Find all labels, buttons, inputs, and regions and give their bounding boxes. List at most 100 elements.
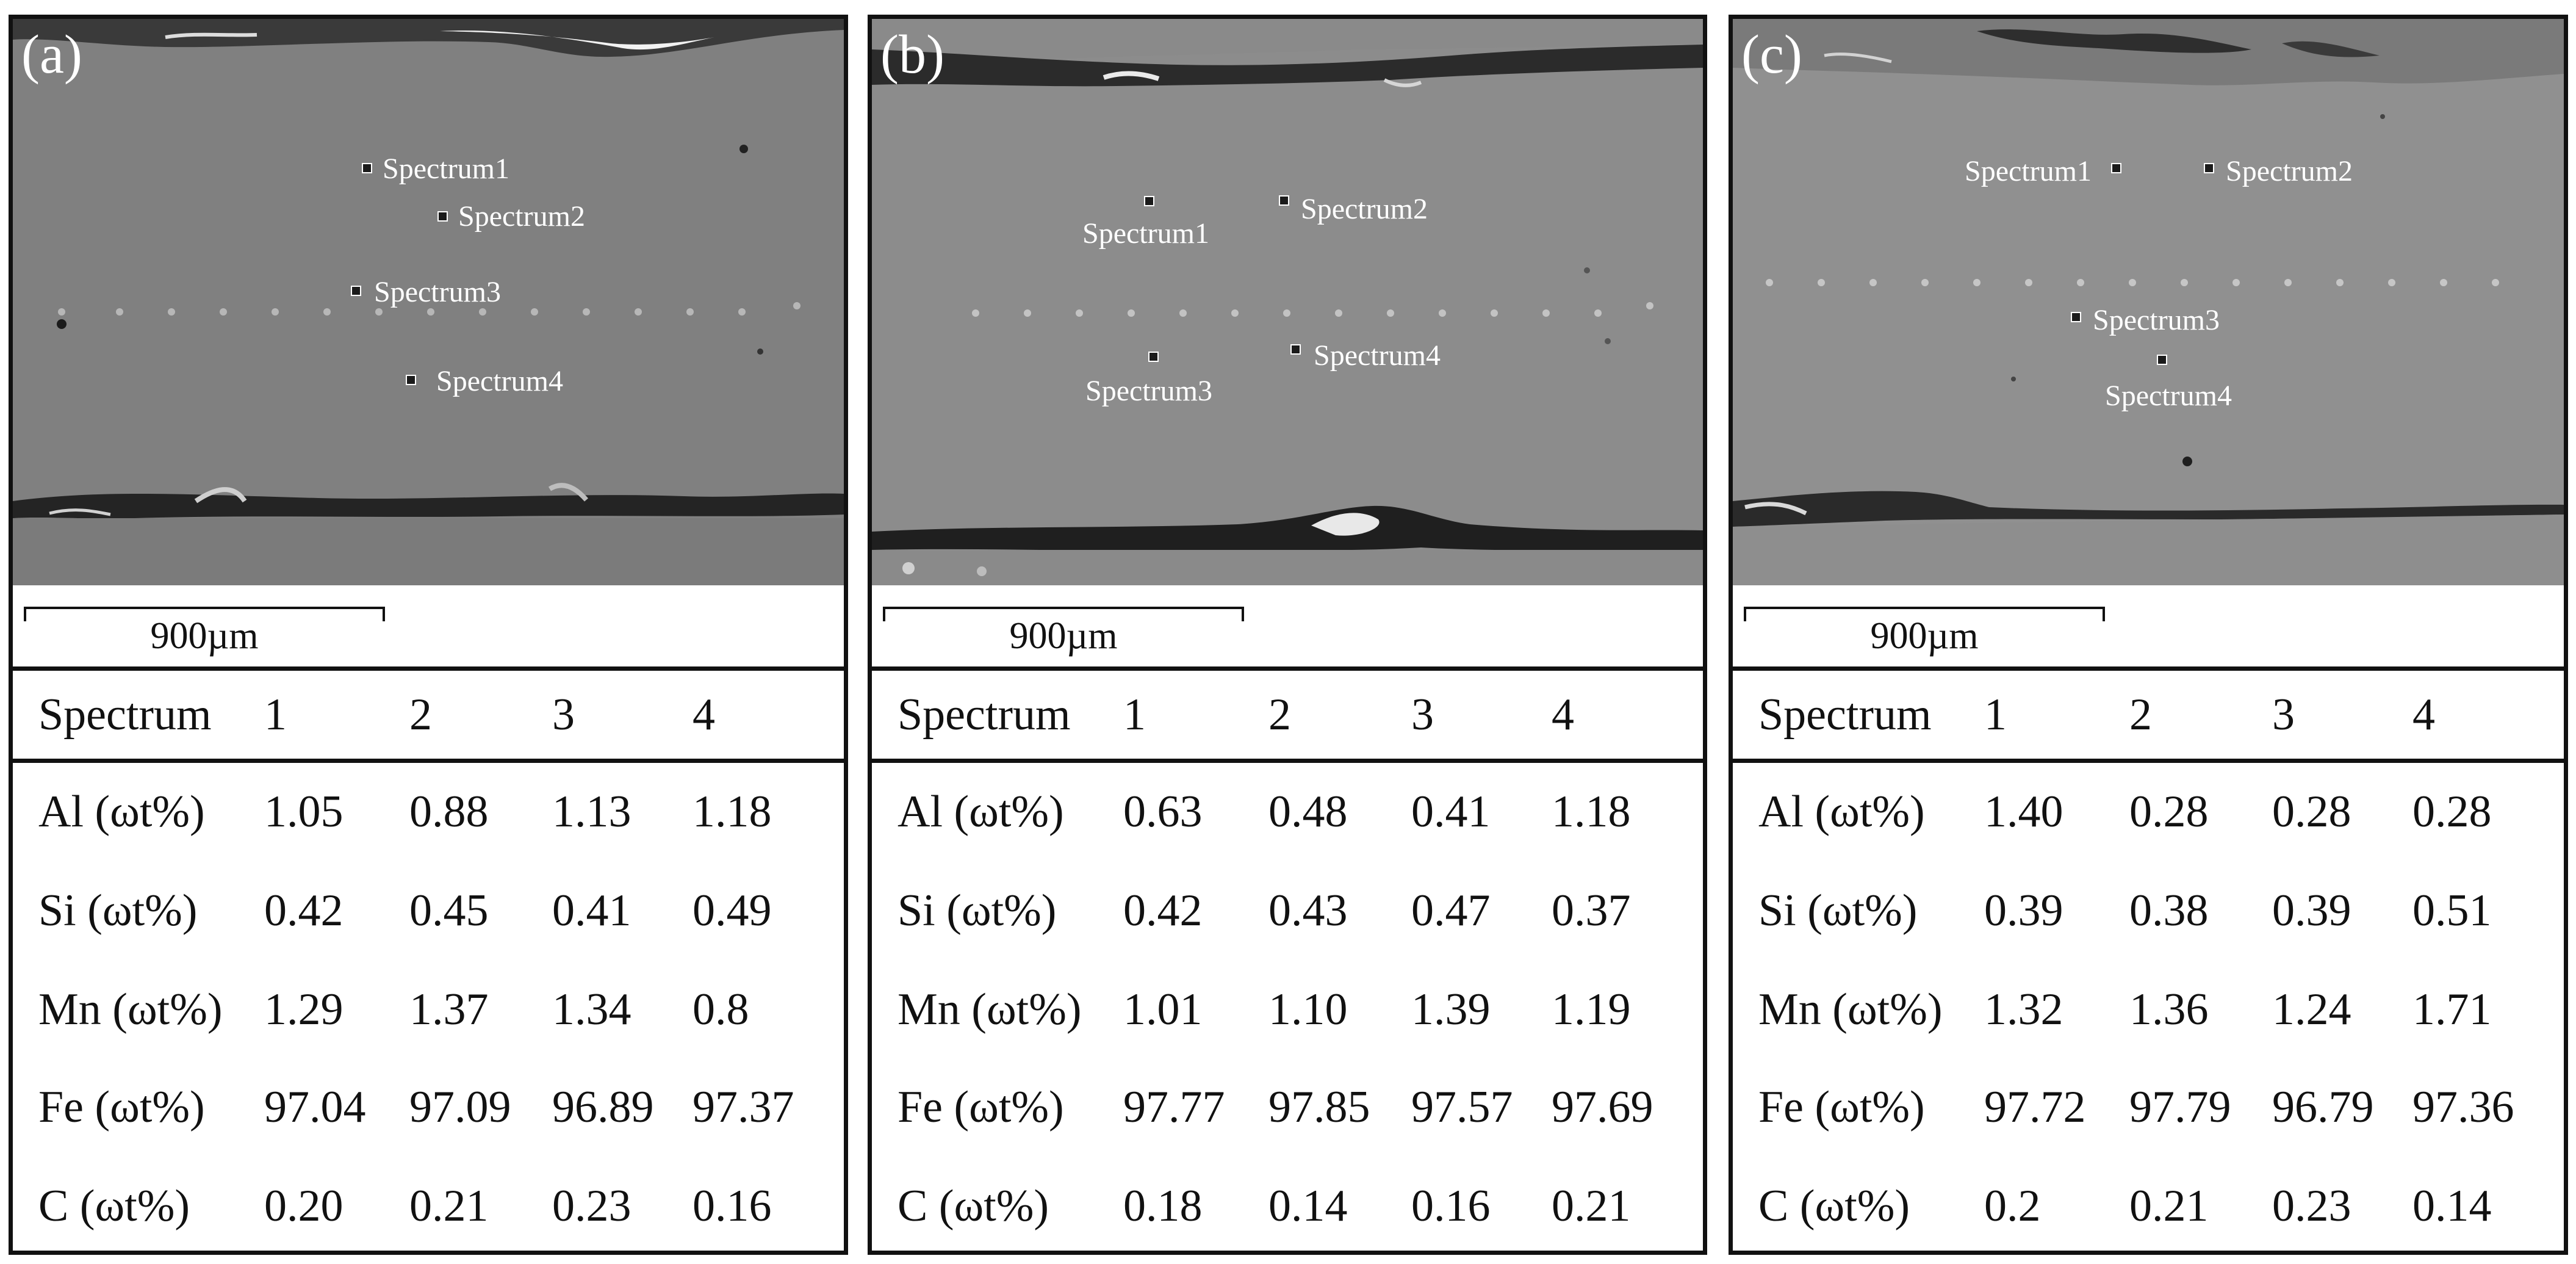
- spectrum-marker-2: [2204, 163, 2214, 173]
- table-cell: 96.79: [2272, 1082, 2374, 1132]
- scale-bar-label: 900µm: [1870, 615, 1979, 657]
- table-cell: 0.21: [1552, 1181, 1631, 1231]
- table-cell: 0.38: [2129, 886, 2209, 936]
- table-header-rule: [1733, 759, 2564, 763]
- scale-bar: [883, 607, 1244, 621]
- scale-bar: [1744, 607, 2105, 621]
- table-cell: 0.16: [1411, 1181, 1491, 1231]
- row-label: Si (ωt%): [1758, 886, 1918, 936]
- header-cell: 4: [1552, 690, 1574, 740]
- table-top-rule: [1733, 666, 2564, 671]
- table-cell: 0.16: [693, 1181, 772, 1231]
- table-cell: 1.32: [1984, 984, 2063, 1035]
- table-cell: 1.13: [552, 787, 631, 837]
- table-cell: 0.63: [1123, 787, 1203, 837]
- scale-area: 900µm: [13, 585, 844, 666]
- spectrum-marker-1: [362, 163, 372, 173]
- row-label: Fe (ωt%): [1758, 1082, 1925, 1132]
- table-cell: 97.36: [2412, 1082, 2514, 1132]
- table-cell: 1.40: [1984, 787, 2063, 837]
- table-cell: 0.45: [409, 886, 489, 936]
- spectrum-label-4: Spectrum4: [2105, 380, 2232, 412]
- table-cell: 0.23: [2272, 1181, 2351, 1231]
- row-label: Al (ωt%): [38, 787, 205, 837]
- table-cell: 0.14: [1268, 1181, 1348, 1231]
- header-cell: 3: [552, 690, 575, 740]
- table-cell: 0.39: [1984, 886, 2063, 936]
- header-cell: 1: [1984, 690, 2007, 740]
- table-cell: 0.37: [1552, 886, 1631, 936]
- row-label: Si (ωt%): [898, 886, 1057, 936]
- table-cell: 1.29: [264, 984, 344, 1035]
- table-cell: 1.19: [1552, 984, 1631, 1035]
- header-cell: 4: [2412, 690, 2435, 740]
- table-cell: 0.47: [1411, 886, 1491, 936]
- panel-label: (c): [1741, 24, 1802, 85]
- table-cell: 97.09: [409, 1082, 511, 1132]
- header-cell: 2: [1268, 690, 1291, 740]
- header-cell: Spectrum: [1758, 690, 1932, 740]
- row-label: Al (ωt%): [1758, 787, 1925, 837]
- header-cell: 1: [264, 690, 287, 740]
- scale-area: 900µm: [872, 585, 1703, 666]
- table-header-rule: [13, 759, 844, 763]
- scale-bar-label: 900µm: [150, 615, 259, 657]
- table-cell: 1.18: [1552, 787, 1631, 837]
- table-cell: 1.36: [2129, 984, 2209, 1035]
- spectrum-label-2: Spectrum2: [458, 200, 585, 233]
- row-label: C (ωt%): [38, 1181, 190, 1231]
- table-cell: 97.72: [1984, 1082, 2086, 1132]
- table-cell: 1.24: [2272, 984, 2351, 1035]
- spectrum-label-2: Spectrum2: [1301, 193, 1428, 225]
- row-label: C (ωt%): [898, 1181, 1049, 1231]
- table-cell: 0.28: [2129, 787, 2209, 837]
- table-cell: 97.79: [2129, 1082, 2231, 1132]
- row-label: Si (ωt%): [38, 886, 198, 936]
- row-label: Mn (ωt%): [1758, 984, 1943, 1035]
- table-cell: 97.77: [1123, 1082, 1225, 1132]
- table-cell: 97.57: [1411, 1082, 1513, 1132]
- table-cell: 1.71: [2412, 984, 2492, 1035]
- header-cell: 3: [1411, 690, 1434, 740]
- spectrum-label-1: Spectrum1: [1965, 155, 2092, 187]
- spectrum-label-3: Spectrum3: [2093, 304, 2220, 336]
- spectrum-label-1: Spectrum1: [1082, 217, 1209, 250]
- table-cell: 1.39: [1411, 984, 1491, 1035]
- header-cell: Spectrum: [898, 690, 1071, 740]
- panel-a: (a) Spectrum1 Spectrum2 Spectrum3 Spectr…: [9, 15, 848, 1255]
- spectrum-label-4: Spectrum4: [436, 365, 563, 397]
- table-cell: 0.23: [552, 1181, 631, 1231]
- table-cell: 0.88: [409, 787, 489, 837]
- table-cell: 0.18: [1123, 1181, 1203, 1231]
- table-cell: 0.42: [1123, 886, 1203, 936]
- row-label: Al (ωt%): [898, 787, 1064, 837]
- panel-c: (c) Spectrum1 Spectrum2 Spectrum3 Spectr…: [1729, 15, 2568, 1255]
- header-cell: 2: [409, 690, 432, 740]
- header-cell: 1: [1123, 690, 1146, 740]
- table-top-rule: [872, 666, 1703, 671]
- table-cell: 0.20: [264, 1181, 344, 1231]
- table-cell: 0.51: [2412, 886, 2492, 936]
- spectrum-label-3: Spectrum3: [1085, 375, 1212, 407]
- table-cell: 1.34: [552, 984, 631, 1035]
- panel-b: (b) Spectrum1 Spectrum2 Spectrum3 Spectr…: [868, 15, 1707, 1255]
- table-cell: 0.21: [409, 1181, 489, 1231]
- table-cell: 0.41: [552, 886, 631, 936]
- table-header-rule: [872, 759, 1703, 763]
- table-cell: 97.69: [1552, 1082, 1653, 1132]
- table-cell: 0.43: [1268, 886, 1348, 936]
- table-cell: 0.41: [1411, 787, 1491, 837]
- scale-area: 900µm: [1733, 585, 2564, 666]
- row-label: Fe (ωt%): [898, 1082, 1064, 1132]
- header-cell: Spectrum: [38, 690, 212, 740]
- header-cell: 4: [693, 690, 715, 740]
- table-cell: 1.18: [693, 787, 772, 837]
- table-cell: 0.21: [2129, 1181, 2209, 1231]
- table-top-rule: [13, 666, 844, 671]
- row-label: Mn (ωt%): [38, 984, 223, 1035]
- table-cell: 0.48: [1268, 787, 1348, 837]
- scale-bar-label: 900µm: [1009, 615, 1118, 657]
- spectrum-marker-4: [406, 375, 416, 385]
- table-cell: 0.14: [2412, 1181, 2492, 1231]
- table-cell: 1.37: [409, 984, 489, 1035]
